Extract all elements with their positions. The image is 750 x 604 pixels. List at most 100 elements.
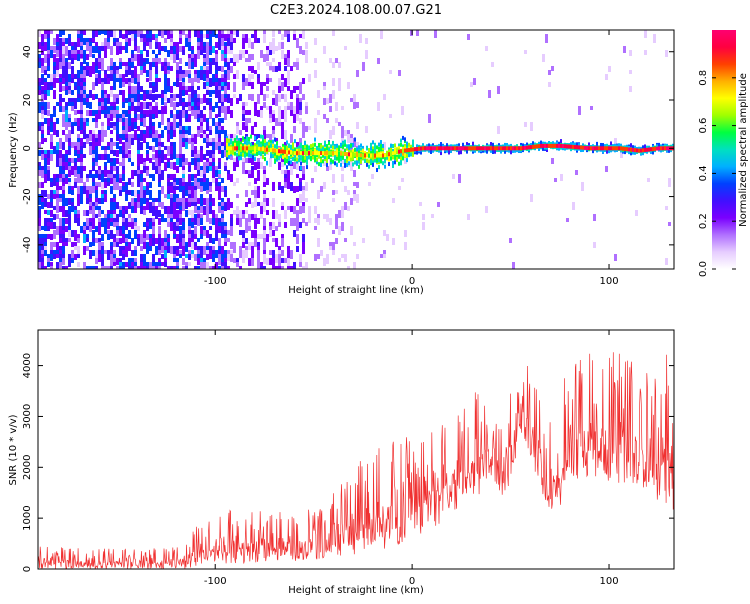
- spectrogram-signal-cell: [318, 142, 320, 147]
- spectrogram-cell: [206, 242, 209, 246]
- spectrogram-cell: [155, 58, 158, 64]
- spectrogram-cell: [302, 94, 305, 100]
- spectrogram-signal-cell: [256, 140, 258, 145]
- spectrogram-signal-cell: [466, 142, 468, 147]
- spectrogram-cell: [263, 230, 266, 238]
- spectrogram-cell: [248, 82, 251, 86]
- spectrogram-cell: [125, 30, 128, 34]
- spectrogram-cell: [350, 98, 353, 102]
- spectrogram-cell: [197, 198, 200, 204]
- spectrogram-cell: [296, 98, 299, 106]
- spectrogram-peak-cell: [570, 144, 572, 149]
- spectrogram-cell: [149, 202, 152, 206]
- spectrogram-signal-cell: [346, 158, 348, 163]
- spectrogram-cell: [104, 154, 107, 160]
- spectrogram-cell: [242, 254, 245, 263]
- spectrogram-cell: [206, 254, 209, 260]
- spectrogram-cell: [203, 210, 206, 215]
- spectrogram-cell: [176, 42, 179, 49]
- spectrogram-cell: [44, 210, 47, 214]
- spectrogram-cell: [242, 214, 245, 219]
- spectrogram-cell: [83, 154, 86, 158]
- snr-ytick-label: 3000: [22, 404, 33, 429]
- spectrogram-cell: [167, 158, 170, 165]
- spectrogram-cell: [224, 234, 227, 241]
- spectrogram-cell: [167, 146, 170, 150]
- spectrogram-cell: [188, 138, 191, 144]
- spectrogram-signal-cell: [498, 143, 500, 148]
- spectrogram-cell: [170, 110, 173, 116]
- spectrogram-cell: [278, 106, 281, 115]
- spectrogram-peak-cell: [350, 152, 352, 157]
- spectrogram-cell: [119, 30, 122, 38]
- spectrogram-cell: [209, 70, 212, 74]
- spectrogram-cell: [74, 150, 77, 156]
- spectrogram-cell: [299, 178, 302, 182]
- spectrogram-cell: [215, 50, 218, 55]
- spectrogram-cell: [326, 98, 329, 104]
- spectrogram-cell: [47, 86, 50, 93]
- spectrogram-cell: [116, 98, 119, 104]
- spectrogram-cell: [347, 82, 350, 89]
- spectrogram-cell: [71, 230, 74, 237]
- spectrogram-cell: [434, 30, 437, 38]
- spectrogram-signal-cell: [304, 144, 306, 149]
- spectrogram-signal-cell: [276, 141, 278, 146]
- spectrogram-cell: [131, 50, 134, 54]
- spectrogram-cell: [50, 46, 53, 51]
- spectrogram-cell: [380, 254, 383, 258]
- spectrogram-cell: [122, 126, 125, 132]
- spectrogram-cell: [77, 174, 80, 180]
- spectrogram-cell: [110, 174, 113, 181]
- spectrogram-cell: [149, 206, 152, 213]
- spectrogram-cell: [326, 214, 329, 220]
- spectrogram-cell: [293, 106, 296, 115]
- spectrogram-cell: [239, 246, 242, 251]
- spectrogram-signal-cell: [262, 134, 264, 139]
- spectrogram-ytick-label: -40: [22, 237, 33, 253]
- spectrogram-cell: [143, 38, 146, 42]
- spectrogram-cell: [317, 42, 320, 51]
- spectrogram-cell: [62, 130, 65, 135]
- spectrogram-peak-cell: [470, 146, 472, 151]
- spectrogram-cell: [278, 250, 281, 256]
- spectrogram-cell: [245, 34, 248, 43]
- spectrogram-cell: [203, 258, 206, 262]
- spectrogram-signal-cell: [344, 158, 346, 163]
- spectrogram-cell: [98, 30, 101, 35]
- spectrogram-cell: [224, 202, 227, 211]
- spectrogram-cell: [188, 254, 191, 260]
- spectrogram-cell: [338, 62, 341, 68]
- spectrogram-signal-cell: [352, 143, 354, 148]
- spectrogram-cell: [224, 146, 227, 153]
- spectrogram-cell: [194, 178, 197, 185]
- spectrogram-cell: [236, 262, 239, 267]
- spectrogram-signal-cell: [242, 136, 244, 141]
- spectrogram-cell: [278, 266, 281, 269]
- spectrogram-cell: [572, 202, 575, 210]
- spectrogram-cell: [368, 182, 371, 186]
- spectrogram-cell: [47, 194, 50, 199]
- spectrogram-cell: [53, 194, 56, 199]
- spectrogram-cell: [257, 94, 260, 101]
- spectrogram-signal-cell: [358, 159, 360, 164]
- spectrogram-cell: [53, 190, 56, 195]
- spectrogram-cell: [158, 146, 161, 150]
- spectrogram-cell: [59, 186, 62, 190]
- spectrogram-cell: [251, 74, 254, 79]
- spectrogram-cell: [203, 178, 206, 185]
- spectrogram-cell: [44, 54, 47, 63]
- spectrogram-cell: [356, 194, 359, 203]
- spectrogram-cell: [47, 254, 50, 260]
- spectrogram-cell: [170, 206, 173, 215]
- spectrogram-cell: [419, 202, 422, 206]
- spectrogram-cell: [203, 94, 206, 103]
- spectrogram-signal-cell: [634, 150, 636, 155]
- spectrogram-cell: [107, 210, 110, 215]
- spectrogram-cell: [56, 142, 59, 151]
- spectrogram-cell: [110, 50, 113, 55]
- spectrogram-cell: [629, 70, 632, 74]
- spectrogram-cell: [206, 202, 209, 210]
- spectrogram-cell: [164, 230, 167, 239]
- spectrogram-cell: [182, 154, 185, 161]
